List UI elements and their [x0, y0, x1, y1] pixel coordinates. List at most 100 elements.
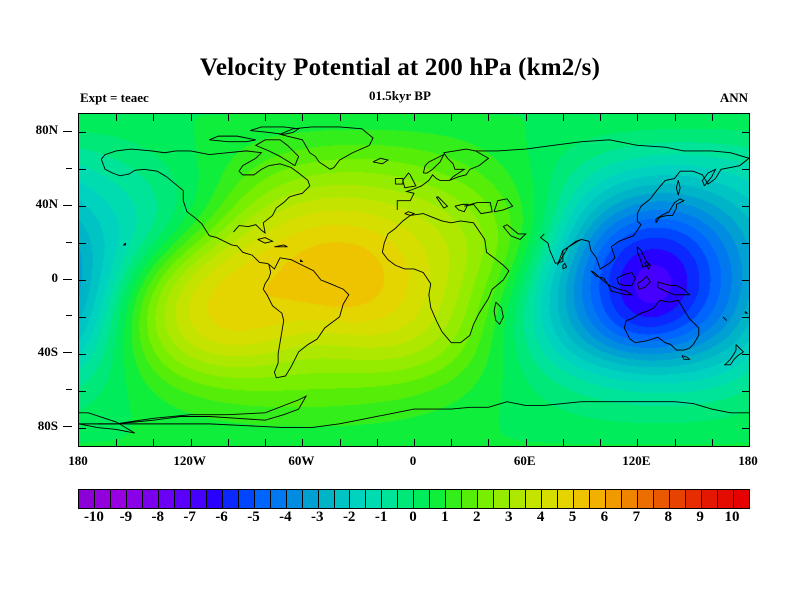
y-axis-label: 80N	[35, 122, 58, 138]
coastline	[257, 237, 274, 244]
x-axis-label: 180	[738, 453, 758, 468]
plot-tick	[79, 390, 86, 392]
plot-tick	[451, 114, 453, 121]
coastline	[435, 196, 449, 209]
coastline	[493, 301, 504, 326]
y-axis-tick	[66, 389, 72, 391]
colorbar-cell	[701, 490, 718, 508]
colorbar-cell	[494, 490, 511, 508]
colorbar-cell	[206, 490, 223, 508]
colorbar-cell	[653, 490, 670, 508]
colorbar-tick-label: 0	[409, 509, 417, 525]
plot-tick	[116, 114, 118, 121]
plot-tick	[265, 114, 267, 121]
colorbar-cell	[558, 490, 575, 508]
colorbar-tick-label: -6	[215, 509, 228, 525]
coastline	[100, 148, 311, 235]
coastline	[616, 272, 636, 286]
colorbar-cell	[254, 490, 271, 508]
plot-tick	[742, 390, 749, 392]
coastline	[394, 178, 404, 185]
plot-tick	[742, 206, 749, 208]
plot-tick	[227, 114, 229, 121]
colorbar-tick-label: 1	[441, 509, 449, 525]
y-axis-tick	[63, 130, 72, 132]
coastline	[396, 148, 490, 210]
plot-tick	[674, 114, 676, 121]
plot-tick	[302, 114, 304, 121]
plot-tick	[674, 439, 676, 446]
colorbar-cell	[590, 490, 606, 508]
coastline	[644, 261, 651, 270]
experiment-label: Expt = teaec	[80, 90, 149, 105]
colorbar-cell	[478, 490, 495, 508]
x-axis-label: 60E	[513, 453, 536, 468]
colorbar-tick-label: 7	[632, 509, 641, 525]
colorbar-cell	[398, 490, 415, 508]
plot-tick	[711, 439, 713, 446]
plot-tick	[153, 439, 155, 446]
y-axis-tick	[66, 241, 72, 243]
colorbar-cell	[318, 490, 335, 508]
coastline	[681, 355, 691, 360]
coastline	[723, 344, 745, 366]
colorbar-cell	[270, 490, 287, 508]
plot-tick	[265, 439, 267, 446]
coastline	[562, 262, 568, 270]
x-axis-label: 0	[409, 453, 417, 468]
colorbar-tick-label: -7	[183, 509, 196, 525]
plot-tick	[600, 439, 602, 446]
plot-tick	[79, 169, 86, 171]
colorbar-cell	[462, 490, 479, 508]
plot-tick	[637, 439, 639, 446]
coastline	[623, 299, 700, 351]
plot-tick	[742, 280, 749, 281]
plot-tick	[525, 114, 527, 121]
coastline	[122, 242, 126, 246]
colorbar-cell	[430, 490, 447, 508]
coastline	[636, 246, 650, 268]
coastline	[262, 257, 350, 379]
x-axis-label: 120W	[173, 453, 206, 468]
coastline	[590, 270, 634, 296]
colorbar-cell	[302, 490, 319, 508]
coastline	[722, 316, 727, 321]
colorbar-tick-label: 4	[536, 509, 545, 525]
colorbar-cell	[574, 490, 590, 508]
colorbar-tick-label: -4	[279, 509, 292, 525]
colorbar	[78, 489, 750, 509]
coastline	[209, 135, 256, 143]
coastline-overlay	[79, 126, 749, 434]
plot-tick	[190, 439, 192, 446]
coastline	[675, 180, 681, 196]
colorbar-cell	[685, 490, 702, 508]
plot-tick	[79, 206, 86, 208]
plot-tick	[190, 114, 192, 121]
plot-tick	[488, 439, 490, 446]
coastline	[404, 211, 416, 216]
x-axis-label: 180	[68, 453, 88, 468]
colorbar-cell	[621, 490, 638, 508]
plot-tick	[711, 114, 713, 121]
colorbar-cell	[158, 490, 175, 508]
coastline	[556, 157, 749, 270]
coastline	[381, 213, 510, 344]
colorbar-cell	[605, 490, 622, 508]
plot-tick	[302, 439, 304, 446]
plot-tick	[742, 427, 749, 429]
chart-subtitle: 01.5kyr BP	[369, 88, 431, 103]
plot-tick	[79, 316, 86, 318]
plot-tick	[79, 280, 86, 281]
y-axis-label: 40S	[37, 343, 58, 359]
plot-tick	[414, 114, 415, 121]
x-axis-label: 120E	[622, 453, 651, 468]
y-axis-tick	[63, 426, 72, 428]
coastline	[655, 198, 685, 224]
colorbar-cell	[637, 490, 654, 508]
y-axis-tick	[63, 352, 72, 354]
colorbar-tick-label: -8	[151, 509, 165, 525]
colorbar-cell	[542, 490, 559, 508]
colorbar-tick-label: 8	[664, 509, 672, 525]
colorbar-cell	[238, 490, 255, 508]
coastline	[701, 168, 717, 187]
